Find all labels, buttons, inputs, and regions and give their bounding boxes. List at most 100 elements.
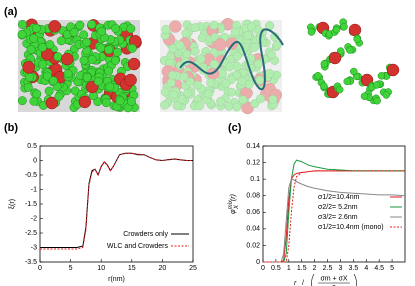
small-crowder xyxy=(209,20,219,30)
small-crowder xyxy=(170,39,180,49)
chain-bead xyxy=(320,60,329,68)
small-crowder xyxy=(220,32,229,42)
large-crowder xyxy=(22,61,35,74)
small-crowder xyxy=(255,75,265,85)
small-crowder xyxy=(267,101,277,111)
chain-bead xyxy=(340,23,348,31)
small-crowder xyxy=(96,43,106,53)
small-crowder xyxy=(243,88,253,98)
large-crowder xyxy=(205,35,219,48)
small-crowder xyxy=(31,23,41,33)
x-axis-label: r(nm) xyxy=(108,276,125,283)
small-crowder xyxy=(261,38,271,48)
large-crowder xyxy=(178,37,191,50)
small-crowder xyxy=(250,42,260,52)
small-crowder xyxy=(176,101,186,111)
chain-bead xyxy=(346,46,354,54)
chain-bead xyxy=(314,72,322,80)
small-crowder xyxy=(23,82,33,92)
small-crowder xyxy=(196,84,206,94)
panel-label: (b) xyxy=(4,122,18,134)
chain-bead xyxy=(332,25,341,34)
small-crowder xyxy=(113,47,122,57)
small-crowder xyxy=(189,46,199,56)
x-tick-label: 0.5 xyxy=(271,265,281,272)
legend-label: σ1/2=10.4nm (mono) xyxy=(318,224,384,231)
small-crowder xyxy=(232,102,242,112)
small-crowder xyxy=(192,80,202,90)
small-crowder xyxy=(162,82,172,92)
small-crowder xyxy=(190,100,200,110)
chain-bead xyxy=(320,82,328,90)
small-crowder xyxy=(251,19,261,29)
legend-label: WLC and Crowders xyxy=(107,243,169,250)
small-crowder xyxy=(243,74,252,84)
small-crowder xyxy=(164,56,173,66)
small-crowder xyxy=(268,94,278,104)
large-crowder xyxy=(127,57,141,71)
small-crowder xyxy=(183,88,193,98)
small-crowder xyxy=(215,37,225,47)
large-crowder xyxy=(182,70,196,83)
y-label-arg: (r) xyxy=(230,194,237,201)
small-crowder xyxy=(197,33,207,43)
large-crowder xyxy=(162,73,175,87)
chain-bead xyxy=(382,91,391,99)
small-crowder xyxy=(227,72,237,82)
small-crowder xyxy=(243,31,252,40)
small-crowder xyxy=(200,92,210,102)
large-crowder xyxy=(168,53,182,67)
small-crowder xyxy=(202,95,212,105)
small-crowder xyxy=(209,48,219,58)
large-crowder xyxy=(240,86,253,100)
small-crowder xyxy=(25,72,35,82)
small-crowder xyxy=(189,101,199,111)
polymer-chain xyxy=(179,28,284,91)
legend-label: σ2/2= 5.2nm xyxy=(318,204,358,211)
y-axis-label: φmixX (r) xyxy=(228,194,240,214)
small-crowder xyxy=(227,87,237,97)
small-crowder xyxy=(56,36,66,46)
y-tick-label: 0 xyxy=(256,259,260,266)
x-tick-label: 3.5 xyxy=(348,265,358,272)
small-crowder xyxy=(232,61,242,71)
small-crowder xyxy=(175,40,185,50)
small-crowder xyxy=(165,52,175,62)
small-crowder xyxy=(172,88,181,98)
small-crowder xyxy=(220,19,230,29)
x-tick-label: 5 xyxy=(390,265,394,272)
small-crowder xyxy=(201,47,211,56)
y-tick-label: 0.04 xyxy=(246,226,260,233)
small-crowder xyxy=(250,35,260,45)
large-crowder xyxy=(328,51,342,65)
y-tick-label: 0.14 xyxy=(246,143,260,150)
small-crowder xyxy=(225,54,235,64)
small-crowder xyxy=(87,55,97,64)
small-crowder xyxy=(205,33,215,43)
small-crowder xyxy=(237,98,247,108)
small-crowder xyxy=(26,45,36,54)
large-crowder xyxy=(61,52,74,66)
x-tick-label: 4 xyxy=(364,265,368,272)
small-crowder xyxy=(247,22,257,32)
y-tick-label: -0.5 xyxy=(25,172,37,179)
small-crowder xyxy=(204,35,213,45)
large-crowder xyxy=(348,23,362,37)
small-crowder xyxy=(185,77,195,87)
small-crowder xyxy=(232,27,242,37)
large-crowder xyxy=(206,24,219,37)
y-tick-label: -1.5 xyxy=(25,201,37,208)
small-crowder xyxy=(17,96,27,106)
x-tick-label: 1 xyxy=(287,265,291,272)
x-tick-label: 10 xyxy=(97,265,105,272)
small-crowder xyxy=(237,82,247,92)
plot-frame xyxy=(262,145,406,263)
small-crowder xyxy=(195,54,205,64)
small-crowder xyxy=(182,34,192,44)
small-crowder xyxy=(164,58,174,68)
large-crowder xyxy=(241,101,254,115)
y-tick-label: -3 xyxy=(31,244,37,251)
small-crowder xyxy=(260,88,270,98)
chain-bead xyxy=(373,96,381,105)
